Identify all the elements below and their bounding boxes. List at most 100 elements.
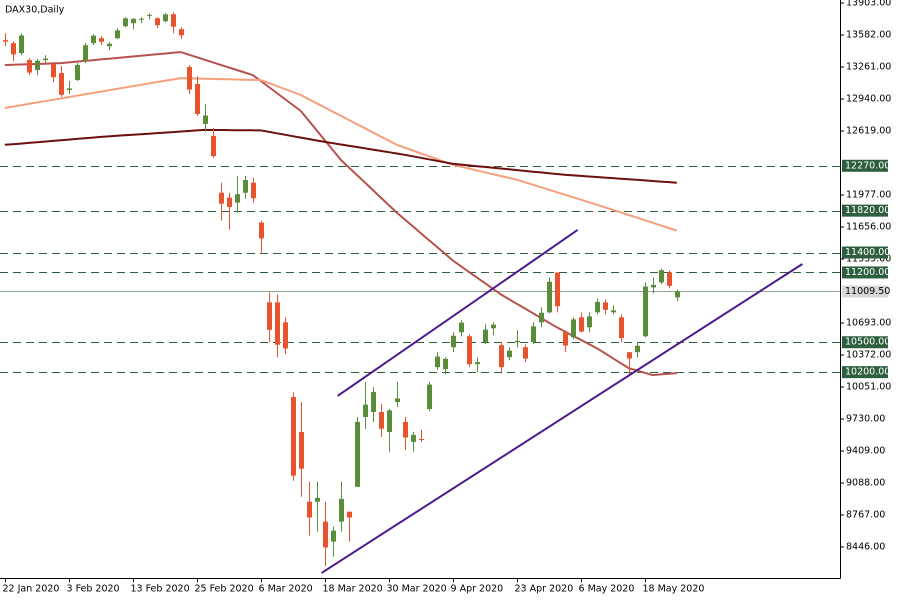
candle-body (595, 301, 600, 313)
candle-body (363, 404, 368, 418)
level-label-box (842, 159, 888, 172)
candle-body (83, 45, 88, 62)
y-tick-label: 10051.00 (846, 381, 891, 392)
y-tick-label: 12619.00 (846, 125, 891, 136)
candle-body (59, 73, 64, 95)
x-tick-label: 9 Apr 2020 (451, 584, 504, 595)
candle-body (523, 347, 528, 359)
y-tick-label: 13903.00 (846, 0, 891, 8)
x-tick-label: 23 Apr 2020 (515, 584, 574, 595)
x-tick-label: 22 Jan 2020 (3, 584, 60, 595)
candle-body (171, 14, 176, 27)
candle-body (355, 421, 360, 487)
candle-body (499, 345, 504, 368)
candle-body (91, 35, 96, 44)
x-tick-label: 6 Mar 2020 (259, 584, 313, 595)
candle-body (659, 270, 664, 283)
candle-body (219, 192, 224, 204)
candle-body (547, 281, 552, 313)
x-tick-label: 6 May 2020 (579, 584, 635, 595)
candle-body (19, 35, 24, 54)
chart-title: DAX30,Daily (5, 5, 65, 16)
candle-body (507, 350, 512, 358)
candle-body (579, 317, 584, 332)
candle-body (467, 336, 472, 365)
candle-body (379, 412, 384, 429)
candle-body (563, 332, 568, 346)
candle-body (411, 434, 416, 442)
x-tick-label: 3 Feb 2020 (67, 584, 120, 595)
candle-body (43, 58, 48, 61)
candle-body (203, 115, 208, 124)
candle-body (211, 135, 216, 157)
moving-average (4, 128, 677, 184)
candle-body (75, 64, 80, 81)
candle-body (651, 284, 656, 288)
candle-body (11, 43, 16, 55)
candle-body (555, 272, 560, 307)
candle-body (243, 180, 248, 193)
candle-body (195, 84, 200, 114)
candle-body (107, 43, 112, 47)
candle-body (427, 384, 432, 410)
last-price-label: 11009.50 (845, 286, 890, 297)
candle-body (347, 511, 352, 518)
level-label: 12270.00 (845, 160, 890, 171)
candle-body (163, 14, 168, 22)
y-tick-label: 13582.00 (846, 29, 891, 40)
candle-body (283, 322, 288, 349)
trendline (321, 263, 803, 574)
candle-body (667, 272, 672, 286)
candle-body (227, 197, 232, 207)
candle-body (531, 326, 536, 343)
candle-body (675, 291, 680, 298)
candle-body (155, 18, 160, 26)
candle-body (603, 302, 608, 310)
candle-body (571, 319, 576, 338)
candle-body (307, 501, 312, 518)
last-price-box (842, 285, 888, 298)
level-label-box (842, 204, 888, 217)
y-tick-label: 12940.00 (846, 93, 891, 104)
candle-body (27, 60, 32, 73)
candle-body (147, 14, 152, 16)
candle-body (635, 345, 640, 353)
level-label-box (842, 336, 888, 349)
candle-body (515, 340, 520, 343)
x-tick-label: 25 Feb 2020 (195, 584, 254, 595)
y-tick-label: 10693.00 (846, 317, 891, 328)
candle-body (451, 335, 456, 348)
candle-body (459, 322, 464, 333)
candle-body (331, 530, 336, 542)
y-tick-label: 8767.00 (846, 509, 885, 520)
trendline (337, 229, 579, 397)
candle-body (587, 316, 592, 328)
candle-body (3, 40, 8, 42)
candle-body (275, 302, 280, 345)
candle-body (323, 521, 328, 548)
candle-body (419, 438, 424, 440)
level-label-box (842, 246, 888, 259)
candle-body (139, 18, 144, 20)
candle-body (371, 392, 376, 413)
y-tick-label: 8446.00 (846, 541, 885, 552)
y-tick-label: 9088.00 (846, 477, 885, 488)
candle-body (491, 324, 496, 329)
y-tick-label: 11656.00 (846, 221, 891, 232)
candle-body (51, 64, 56, 78)
moving-average (4, 51, 677, 377)
candle-body (483, 329, 488, 343)
level-label: 10500.00 (845, 337, 890, 348)
x-tick-label: 13 Feb 2020 (131, 584, 190, 595)
candle-body (395, 398, 400, 403)
y-tick-label: 11977.00 (846, 189, 891, 200)
moving-average (4, 77, 678, 232)
candle-body (475, 362, 480, 365)
candle-body (443, 358, 448, 370)
y-tick-label: 9409.00 (846, 445, 885, 456)
candle-body (539, 312, 544, 323)
candle-body (627, 352, 632, 359)
candle-body (67, 88, 72, 91)
level-label: 11400.00 (845, 247, 890, 258)
candle-body (267, 302, 272, 330)
